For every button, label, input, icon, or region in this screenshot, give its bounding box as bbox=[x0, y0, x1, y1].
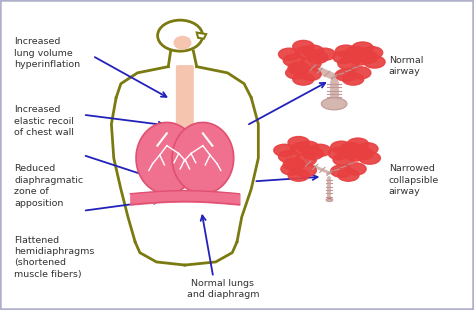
Ellipse shape bbox=[314, 48, 335, 60]
Ellipse shape bbox=[331, 165, 352, 177]
Ellipse shape bbox=[338, 169, 359, 181]
Ellipse shape bbox=[336, 45, 356, 57]
Text: Normal
airway: Normal airway bbox=[389, 56, 423, 76]
Text: Normal lungs
and diaphragm: Normal lungs and diaphragm bbox=[187, 279, 259, 299]
Ellipse shape bbox=[321, 98, 347, 110]
Ellipse shape bbox=[295, 46, 316, 59]
Text: Increased
elastic recoil
of chest wall: Increased elastic recoil of chest wall bbox=[14, 105, 74, 137]
Ellipse shape bbox=[283, 54, 304, 67]
Text: Reduced
diaphragmatic
zone of
apposition: Reduced diaphragmatic zone of apposition bbox=[14, 164, 83, 208]
Ellipse shape bbox=[345, 163, 366, 175]
Ellipse shape bbox=[328, 147, 349, 160]
Ellipse shape bbox=[288, 62, 309, 74]
FancyBboxPatch shape bbox=[176, 65, 194, 133]
Ellipse shape bbox=[283, 158, 304, 170]
Ellipse shape bbox=[345, 46, 366, 59]
Ellipse shape bbox=[352, 42, 373, 54]
Ellipse shape bbox=[173, 36, 191, 50]
Ellipse shape bbox=[291, 143, 311, 155]
Ellipse shape bbox=[364, 56, 385, 68]
Ellipse shape bbox=[357, 51, 378, 64]
Ellipse shape bbox=[357, 143, 378, 155]
Ellipse shape bbox=[328, 197, 331, 199]
Text: Flattened
hemidiaphragms
(shortened
muscle fibers): Flattened hemidiaphragms (shortened musc… bbox=[14, 236, 95, 279]
Ellipse shape bbox=[295, 164, 316, 177]
Ellipse shape bbox=[302, 147, 323, 160]
Ellipse shape bbox=[293, 73, 314, 85]
Ellipse shape bbox=[300, 68, 321, 81]
Ellipse shape bbox=[281, 163, 302, 175]
Ellipse shape bbox=[333, 153, 354, 166]
Ellipse shape bbox=[336, 69, 356, 81]
Ellipse shape bbox=[350, 53, 371, 65]
Ellipse shape bbox=[300, 57, 321, 70]
Ellipse shape bbox=[338, 57, 359, 70]
Ellipse shape bbox=[279, 48, 300, 60]
Ellipse shape bbox=[274, 144, 295, 157]
Ellipse shape bbox=[350, 67, 371, 79]
Ellipse shape bbox=[288, 169, 309, 181]
Text: Narrowed
collapsible
airway: Narrowed collapsible airway bbox=[389, 164, 439, 196]
Ellipse shape bbox=[352, 147, 373, 160]
Ellipse shape bbox=[302, 45, 323, 57]
Ellipse shape bbox=[345, 149, 366, 161]
Text: Increased
lung volume
hyperinflation: Increased lung volume hyperinflation bbox=[14, 37, 81, 69]
Ellipse shape bbox=[333, 51, 354, 64]
Polygon shape bbox=[136, 122, 198, 194]
Ellipse shape bbox=[295, 153, 316, 166]
Ellipse shape bbox=[343, 73, 364, 85]
Ellipse shape bbox=[288, 136, 309, 149]
Ellipse shape bbox=[279, 150, 300, 163]
Ellipse shape bbox=[326, 198, 333, 202]
Ellipse shape bbox=[307, 51, 328, 64]
Ellipse shape bbox=[347, 138, 368, 150]
Ellipse shape bbox=[310, 144, 330, 157]
Ellipse shape bbox=[331, 141, 352, 153]
Polygon shape bbox=[197, 33, 206, 39]
Polygon shape bbox=[172, 122, 234, 194]
Ellipse shape bbox=[293, 40, 314, 53]
Ellipse shape bbox=[359, 152, 380, 164]
Ellipse shape bbox=[286, 67, 307, 79]
Ellipse shape bbox=[362, 46, 383, 59]
Ellipse shape bbox=[298, 141, 319, 153]
Ellipse shape bbox=[340, 143, 361, 155]
